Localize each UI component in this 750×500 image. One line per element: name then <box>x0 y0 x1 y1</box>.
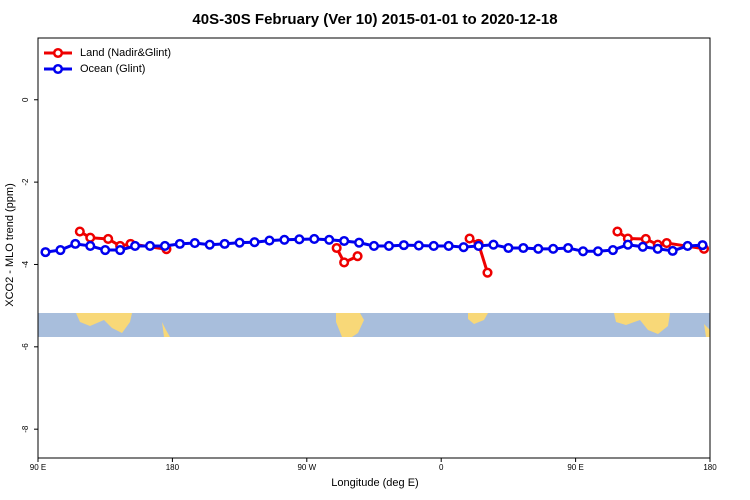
data-point <box>682 240 693 251</box>
map-strip <box>38 313 710 337</box>
x-tick-label: 180 <box>166 463 180 472</box>
data-point <box>144 240 156 251</box>
data-point <box>85 232 96 243</box>
data-point <box>592 246 604 257</box>
data-point <box>563 242 574 254</box>
data-point <box>130 240 141 251</box>
data-point <box>697 240 708 251</box>
data-point <box>55 245 66 256</box>
data-point <box>74 226 85 237</box>
x-axis-label: Longitude (deg E) <box>331 477 418 489</box>
data-point <box>518 242 529 254</box>
data-point <box>398 240 409 251</box>
data-point <box>159 240 170 251</box>
data-point <box>428 240 439 251</box>
data-point <box>482 267 493 278</box>
data-point <box>578 246 589 257</box>
data-point <box>103 233 114 244</box>
data-point <box>309 233 320 244</box>
data-point <box>640 233 651 244</box>
data-point <box>249 237 260 248</box>
legend-label: Land (Nadir&Glint) <box>80 47 171 59</box>
y-tick-label: -4 <box>21 260 30 268</box>
x-tick-label: 0 <box>439 463 444 472</box>
data-point <box>458 242 469 253</box>
data-point <box>488 239 499 250</box>
chart-title: 40S-30S February (Ver 10) 2015-01-01 to … <box>192 11 557 28</box>
data-point <box>174 238 185 249</box>
data-point <box>607 245 618 256</box>
plot-frame <box>37 37 711 459</box>
legend-marker <box>52 63 64 75</box>
data-point <box>85 240 96 251</box>
data-point <box>413 240 424 251</box>
data-point <box>219 238 230 249</box>
y-tick-label: 0 <box>21 97 30 102</box>
data-point <box>115 245 126 256</box>
y-tick-label: -8 <box>21 425 30 433</box>
data-point <box>70 238 81 249</box>
data-point <box>661 238 672 249</box>
data-point <box>354 237 365 248</box>
data-point <box>533 243 544 254</box>
data-point <box>503 242 514 254</box>
data-point <box>264 235 275 246</box>
legend-label: Ocean (Glint) <box>80 63 145 75</box>
data-point <box>339 257 350 268</box>
data-point <box>368 240 380 251</box>
data-point <box>548 243 559 254</box>
data-point <box>473 240 484 251</box>
data-point <box>339 235 350 247</box>
data-point <box>652 243 663 254</box>
data-point <box>324 234 335 245</box>
data-point <box>279 234 290 245</box>
data-point <box>234 237 245 248</box>
data-point <box>667 245 678 256</box>
data-point <box>383 240 394 251</box>
x-tick-label: 90 E <box>30 463 46 472</box>
data-point <box>612 226 623 237</box>
legend-marker <box>52 47 64 59</box>
y-tick-label: -2 <box>21 178 30 186</box>
x-tick-label: 90 E <box>567 463 583 472</box>
data-point <box>352 251 363 262</box>
data-point <box>189 238 200 249</box>
x-tick-label: 90 W <box>297 463 316 472</box>
data-point <box>464 233 475 244</box>
data-point <box>637 241 648 252</box>
data-point <box>443 240 454 251</box>
y-axis-label: XCO2 - MLO trend (ppm) <box>4 183 16 306</box>
data-point <box>331 242 342 254</box>
data-point <box>294 234 305 245</box>
data-point <box>40 247 51 258</box>
data-point <box>100 245 111 256</box>
data-point <box>622 239 633 250</box>
y-tick-label: -6 <box>21 343 30 351</box>
data-point <box>204 239 215 250</box>
x-tick-label: 180 <box>703 463 717 472</box>
